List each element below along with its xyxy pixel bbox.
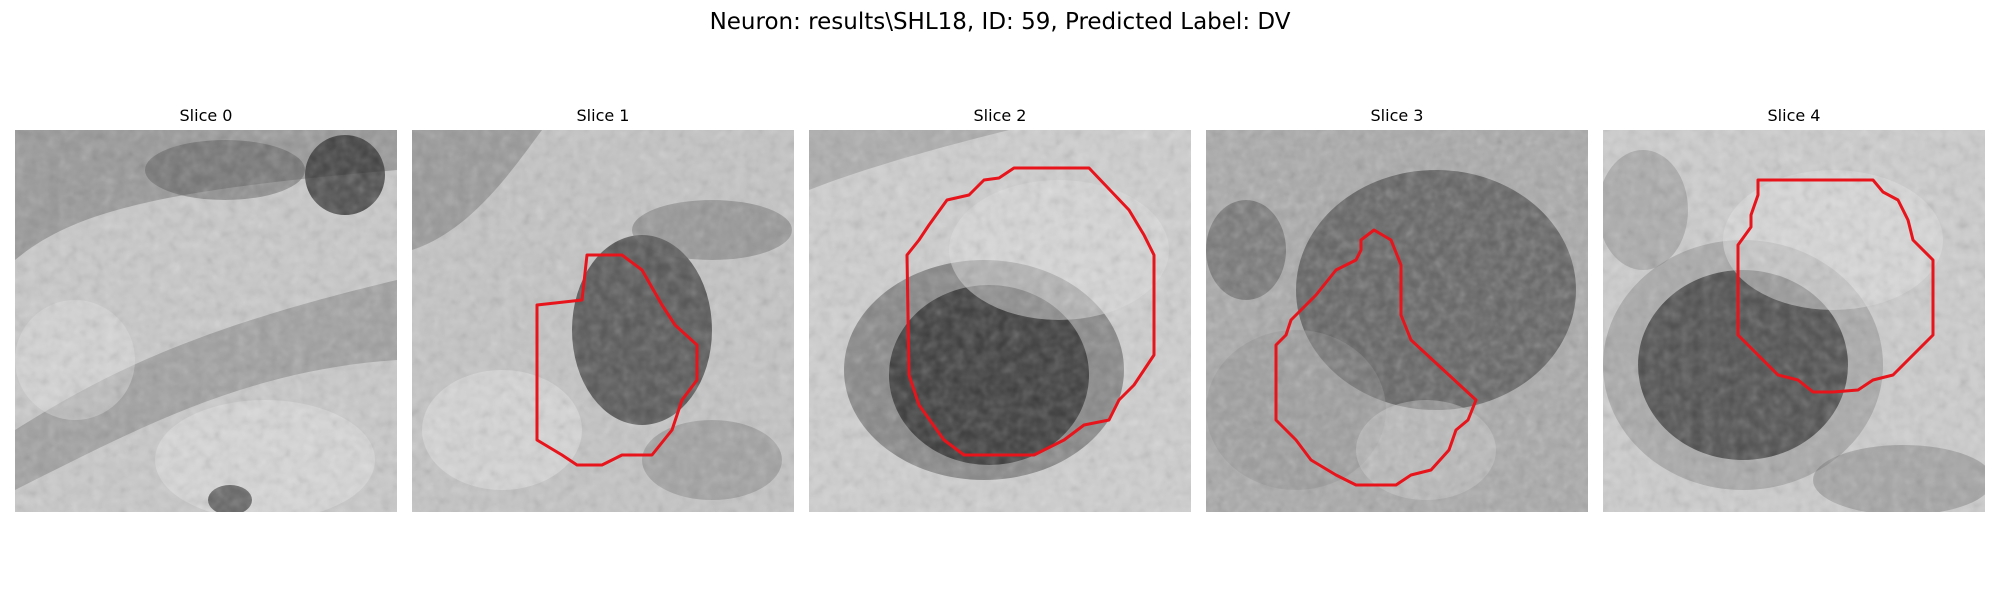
slice-title: Slice 4 bbox=[1767, 106, 1821, 125]
slice-panel-1: Slice 1 bbox=[412, 104, 794, 512]
slice-image-3 bbox=[1206, 130, 1588, 512]
roi-contour bbox=[1736, 178, 1935, 394]
roi-contour bbox=[905, 166, 1156, 457]
microscopy-image bbox=[1206, 130, 1588, 512]
microscopy-image bbox=[15, 130, 397, 512]
slice-title: Slice 3 bbox=[1370, 106, 1424, 125]
slice-image-0 bbox=[15, 130, 397, 512]
figure-title: Neuron: results\SHL18, ID: 59, Predicted… bbox=[709, 9, 1291, 35]
slice-image-1 bbox=[412, 130, 794, 512]
slice-image-2 bbox=[809, 130, 1191, 512]
slice-panel-0: Slice 0 bbox=[15, 104, 397, 512]
roi-contour bbox=[535, 253, 699, 467]
slice-title: Slice 1 bbox=[576, 106, 630, 125]
microscopy-image bbox=[809, 130, 1191, 512]
slice-panel-4: Slice 4 bbox=[1603, 104, 1985, 512]
slice-title: Slice 2 bbox=[973, 106, 1027, 125]
microscopy-image bbox=[412, 130, 794, 512]
microscopy-image bbox=[1603, 130, 1985, 512]
roi-contour bbox=[1274, 228, 1478, 487]
slice-panel-3: Slice 3 bbox=[1206, 104, 1588, 512]
slice-panel-2: Slice 2 bbox=[809, 104, 1191, 512]
slice-title: Slice 0 bbox=[179, 106, 233, 125]
slice-image-4 bbox=[1603, 130, 1985, 512]
